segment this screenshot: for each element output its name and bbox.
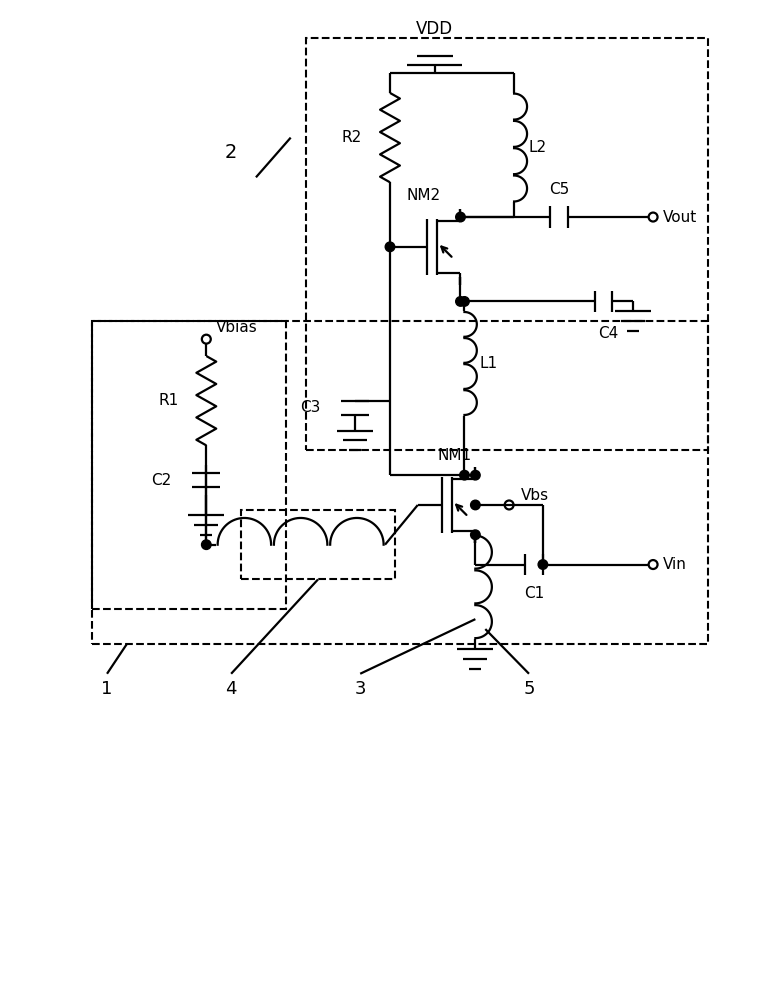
Circle shape bbox=[459, 470, 469, 480]
Text: 1: 1 bbox=[102, 680, 113, 698]
Text: R2: R2 bbox=[342, 130, 362, 145]
Text: Vbias: Vbias bbox=[217, 320, 258, 335]
Circle shape bbox=[202, 540, 211, 549]
Text: R1: R1 bbox=[158, 393, 178, 408]
Text: NM1: NM1 bbox=[438, 448, 472, 463]
Text: 2: 2 bbox=[225, 143, 237, 162]
Text: C5: C5 bbox=[549, 182, 569, 197]
Text: Vin: Vin bbox=[663, 557, 687, 572]
Text: 5: 5 bbox=[523, 680, 535, 698]
Circle shape bbox=[456, 212, 466, 222]
Text: VDD: VDD bbox=[416, 20, 453, 38]
Text: 4: 4 bbox=[225, 680, 237, 698]
Text: C1: C1 bbox=[524, 586, 544, 601]
Text: C3: C3 bbox=[300, 400, 320, 415]
Circle shape bbox=[470, 530, 480, 540]
Text: C4: C4 bbox=[598, 326, 618, 341]
Text: Vbs: Vbs bbox=[521, 488, 549, 503]
Text: L2: L2 bbox=[529, 140, 547, 155]
Text: 3: 3 bbox=[355, 680, 366, 698]
Text: L1: L1 bbox=[480, 356, 497, 371]
Circle shape bbox=[456, 297, 466, 306]
Circle shape bbox=[470, 470, 480, 480]
Text: Vout: Vout bbox=[663, 210, 698, 225]
Circle shape bbox=[459, 297, 469, 306]
Circle shape bbox=[538, 560, 548, 569]
Text: C2: C2 bbox=[151, 473, 171, 488]
Circle shape bbox=[385, 242, 395, 252]
Text: NM2: NM2 bbox=[407, 188, 441, 203]
Circle shape bbox=[470, 500, 480, 510]
